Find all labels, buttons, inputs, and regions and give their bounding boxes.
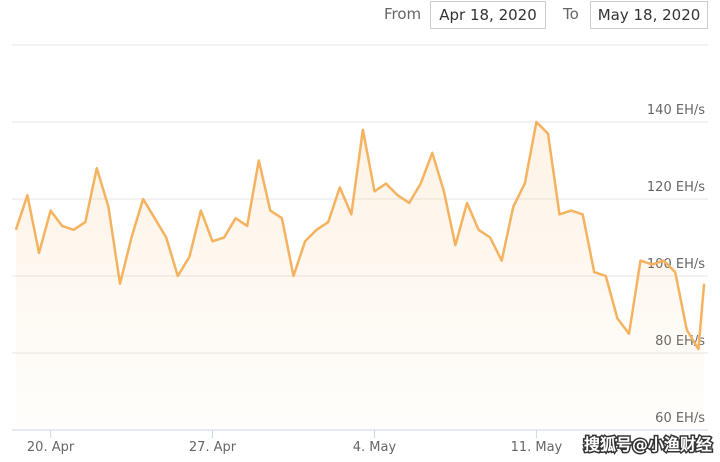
x-tick-label: 4. May xyxy=(353,440,397,455)
from-label: From xyxy=(384,5,422,23)
from-input[interactable]: Apr 18, 2020 xyxy=(430,1,546,29)
x-tick-label: 27. Apr xyxy=(189,440,237,455)
series-line xyxy=(14,120,706,351)
to-label: To xyxy=(563,5,579,23)
x-tick-label: 11. May xyxy=(511,440,563,455)
x-tick-label: 20. Apr xyxy=(27,440,75,455)
area-fill xyxy=(15,122,705,430)
y-tick-label: 120 EH/s xyxy=(647,180,705,195)
to-input[interactable]: May 18, 2020 xyxy=(590,1,708,29)
y-tick-label: 140 EH/s xyxy=(647,103,705,118)
watermark: 搜狐号@小渔财经 xyxy=(584,435,712,454)
date-range: From Apr 18, 2020 To May 18, 2020 xyxy=(0,0,720,32)
